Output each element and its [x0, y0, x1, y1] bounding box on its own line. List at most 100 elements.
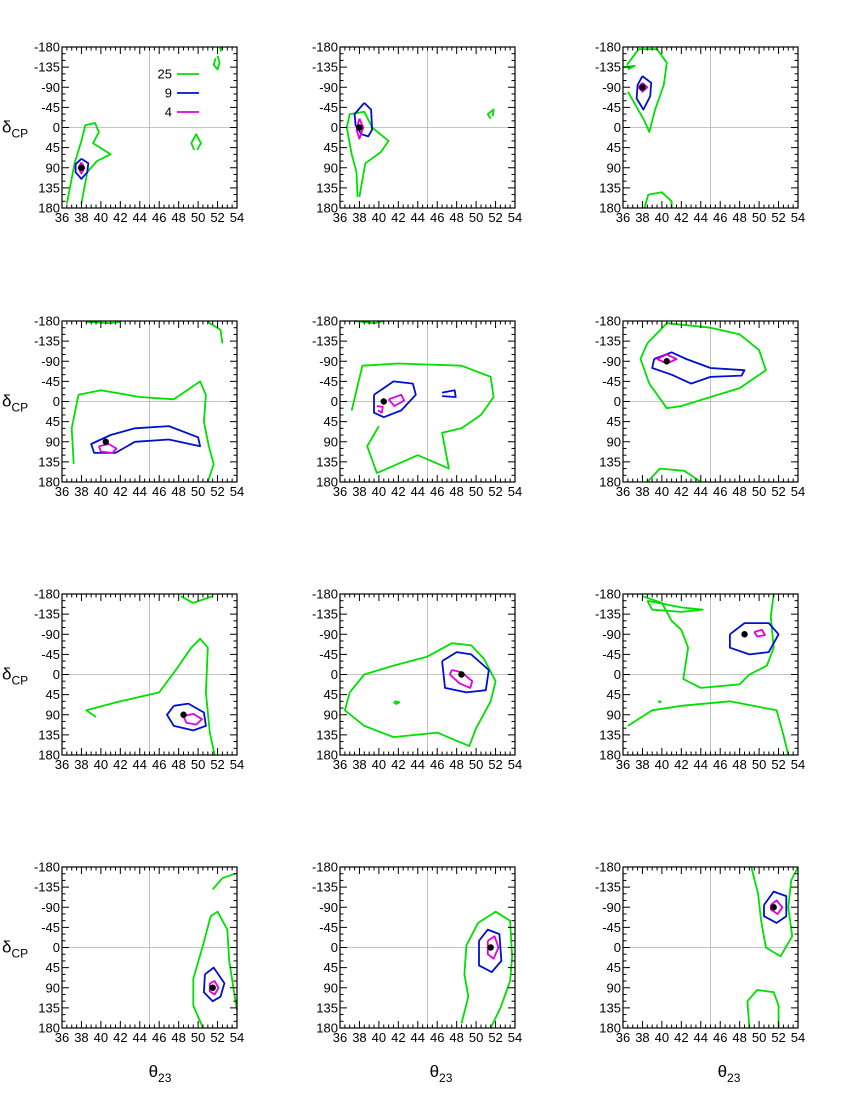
x-tick-label: 42	[391, 1030, 405, 1045]
y-tick-label: -180	[34, 587, 60, 602]
contour-25	[344, 642, 497, 747]
x-tick-label: 52	[488, 484, 502, 499]
y-tick-label: 180	[38, 748, 60, 763]
x-tick-label: 54	[230, 757, 244, 772]
y-tick-label: -135	[34, 607, 60, 622]
x-tick-label: 50	[469, 484, 483, 499]
y-tick-label: 90	[607, 707, 621, 722]
x-tick-label: 46	[430, 484, 444, 499]
y-tick-label: 180	[38, 475, 60, 490]
x-tick-label: 36	[616, 484, 630, 499]
contour-4	[486, 935, 500, 960]
panel-3-3: 36 38 40 42 44 46 48 50 52 54 -180 -135 -90 -45 0 45 90 1…	[595, 587, 805, 773]
x-tick-label: 44	[133, 1030, 147, 1045]
x-tick-label: 38	[635, 210, 649, 225]
x-tick-label: 44	[694, 210, 708, 225]
x-tick-label: 50	[191, 1030, 205, 1045]
x-tick-label: 46	[713, 1030, 727, 1045]
x-tick-label: 50	[752, 1030, 766, 1045]
contour-25	[639, 322, 767, 410]
panel-2-1: 36 38 40 42 44 46 48 50 52 54 -180 -135 -90 -45 0 45 90 1…	[2, 314, 244, 500]
x-tick-label: 50	[191, 484, 205, 499]
contour-9	[635, 75, 653, 111]
x-tick-label: 50	[191, 210, 205, 225]
x-tick-label: 36	[55, 757, 69, 772]
y-tick-label: 90	[46, 980, 60, 995]
x-tick-label: 50	[469, 210, 483, 225]
y-tick-label: 180	[599, 748, 621, 763]
contour-9	[441, 651, 490, 694]
panel-frame: 36 38 40 42 44 46 48 50 52 54 -180 -135 -90 -45 0 45 90 1…	[312, 314, 522, 500]
legend: 25 9 4	[158, 67, 199, 120]
x-tick-label: 50	[469, 757, 483, 772]
contour-9	[90, 425, 201, 454]
x-tick-label: 36	[333, 1030, 347, 1045]
x-tick-label: 52	[488, 210, 502, 225]
y-tick-label: 135	[38, 454, 60, 469]
x-tick-label: 40	[94, 757, 108, 772]
panel-frame: 36 38 40 42 44 46 48 50 52 54 -180 -135 -90 -45 0 45 90 1…	[312, 40, 522, 226]
x-tick-label: 44	[411, 1030, 425, 1045]
y-tick-label: 135	[38, 180, 60, 195]
x-tick-label: 42	[674, 484, 688, 499]
x-tick-label: 42	[674, 757, 688, 772]
y-tick-label: -135	[595, 334, 621, 349]
y-tick-label: 180	[316, 475, 338, 490]
contour-25	[643, 191, 673, 209]
panel-1-3: 36 38 40 42 44 46 48 50 52 54 -180 -135 -90 -45 0 45 90 1…	[595, 40, 805, 226]
contour-25	[627, 700, 790, 756]
y-tick-label: -180	[595, 587, 621, 602]
x-tick-label: 54	[791, 757, 805, 772]
y-tick-label: 180	[599, 201, 621, 216]
x-tick-label: 42	[113, 484, 127, 499]
x-tick-label: 44	[133, 484, 147, 499]
legend-label-4: 4	[165, 105, 172, 120]
y-tick-label: -45	[602, 920, 621, 935]
y-tick-label: 45	[46, 960, 60, 975]
panel-4-3: 36 38 40 42 44 46 48 50 52 54 -180 -135 -90 -45 0 45 90 1…	[595, 860, 805, 1046]
y-tick-label: -90	[319, 627, 338, 642]
contour-25	[626, 48, 668, 133]
contour-4	[182, 713, 203, 726]
x-tick-label: 36	[55, 484, 69, 499]
y-tick-label: -135	[34, 334, 60, 349]
y-tick-label: 180	[599, 1021, 621, 1036]
x-tick-label: 52	[210, 757, 224, 772]
x-tick-label: 54	[508, 484, 522, 499]
y-tick-label: -45	[319, 920, 338, 935]
y-tick-label: 90	[324, 980, 338, 995]
y-tick-label: 45	[607, 687, 621, 702]
x-tick-label: 42	[113, 210, 127, 225]
contour-25	[657, 700, 662, 704]
y-tick-label: 45	[324, 414, 338, 429]
x-tick-label: 52	[771, 210, 785, 225]
panel-frame: 36 38 40 42 44 46 48 50 52 54 -180 -135 -90 -45 0 45 90 1…	[595, 40, 805, 226]
y-tick-label: 90	[46, 160, 60, 175]
x-tick-label: 36	[616, 1030, 630, 1045]
y-tick-label: 45	[607, 140, 621, 155]
panel-3-1: 36 38 40 42 44 46 48 50 52 54 -180 -135 -90 -45 0 45 90 1…	[2, 587, 244, 773]
contour-25	[85, 637, 216, 756]
x-tick-label: 48	[449, 757, 463, 772]
y-tick-label: 180	[599, 475, 621, 490]
contour-25	[642, 593, 775, 689]
y-tick-label: -135	[34, 60, 60, 75]
y-tick-label: -90	[41, 627, 60, 642]
best-fit-point	[741, 631, 748, 638]
x-tick-label: 54	[791, 1030, 805, 1045]
x-tick-label: 44	[694, 484, 708, 499]
x-tick-label: 46	[152, 484, 166, 499]
x-tick-label: 48	[171, 757, 185, 772]
x-tick-label: 44	[694, 757, 708, 772]
y-tick-label: -90	[319, 80, 338, 95]
y-tick-label: -180	[312, 40, 338, 55]
y-tick-label: 135	[599, 454, 621, 469]
panel-frame: 36 38 40 42 44 46 48 50 52 54 -180 -135 -90 -45 0 45 90 1…	[34, 314, 244, 500]
x-tick-label: 46	[430, 757, 444, 772]
contour-4	[656, 353, 678, 365]
x-tick-label: 48	[732, 757, 746, 772]
contour-25	[192, 910, 238, 1029]
contour-9	[373, 380, 417, 419]
x-tick-label: 48	[732, 210, 746, 225]
y-tick-label: 135	[316, 180, 338, 195]
